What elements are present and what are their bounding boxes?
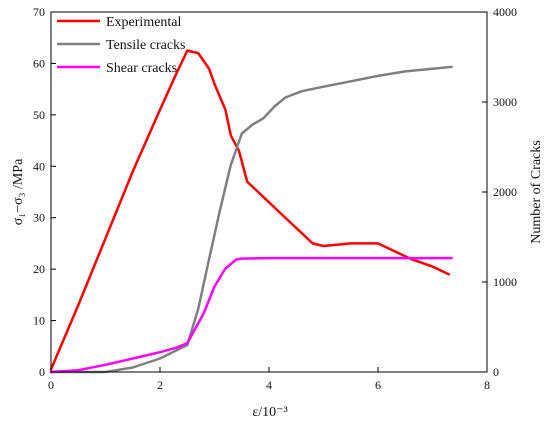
y-right-tick-label: 2000: [493, 185, 517, 199]
x-tick-label: 0: [48, 378, 54, 392]
y-left-tick-label: 60: [33, 56, 45, 70]
y-left-tick-label: 50: [33, 108, 45, 122]
x-tick-label: 2: [157, 378, 163, 392]
y-right-tick-label: 0: [493, 365, 499, 379]
y-left-tick-label: 0: [39, 365, 45, 379]
x-tick-label: 6: [375, 378, 381, 392]
legend: Experimental Tensile cracks Shear cracks: [57, 15, 185, 76]
series-line-tensile-cracks: [49, 65, 453, 374]
y-left-tick-label: 10: [33, 314, 45, 328]
y-right-tick-label: 4000: [493, 5, 517, 19]
legend-label-tensile-cracks: Tensile cracks: [106, 38, 185, 53]
y-left-tick-label: 30: [33, 211, 45, 225]
y-left-tick-label: 40: [33, 159, 45, 173]
x-axis-title: ε/10⁻³: [252, 405, 287, 420]
y-right-tick-label: 1000: [493, 275, 517, 289]
plot-layer: [49, 49, 453, 374]
y-right-axis-title: Number of Cracks: [529, 140, 544, 243]
series-line-experimental: [49, 49, 451, 371]
y-right-tick-label: 3000: [493, 95, 517, 109]
y-left-tick-label: 20: [33, 262, 45, 276]
series-line-shear-cracks: [49, 256, 453, 374]
x-tick-label: 8: [484, 378, 490, 392]
y-left-tick-label: 70: [33, 5, 45, 19]
y-left-axis-title: σ₁−σ₃ /MPa: [11, 158, 26, 225]
x-tick-label: 4: [266, 378, 272, 392]
legend-label-shear-cracks: Shear cracks: [106, 61, 177, 76]
legend-label-experimental: Experimental: [106, 15, 182, 30]
